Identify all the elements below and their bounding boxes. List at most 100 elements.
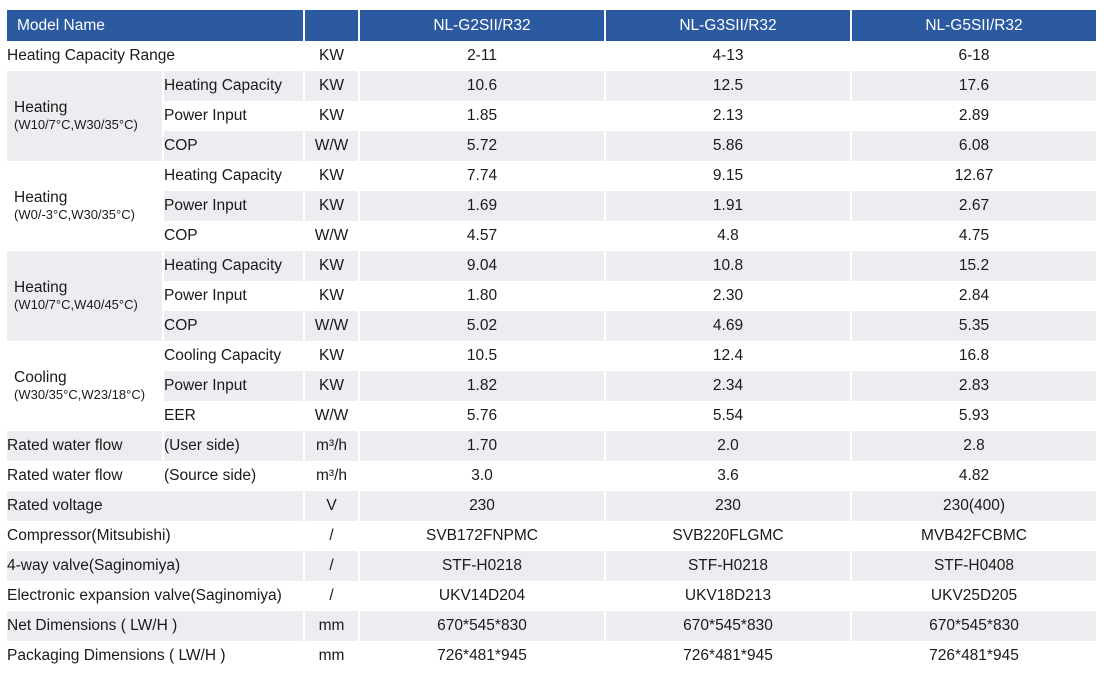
cell-value: 5.86 [605, 131, 852, 161]
row-label: Net Dimensions ( LW/H ) [7, 611, 305, 641]
cell-value: 4.69 [605, 311, 852, 341]
cell-value: 5.76 [359, 401, 606, 431]
cell-value: 670*545*830 [605, 611, 852, 641]
row-unit: mm [304, 641, 360, 671]
table-row: Packaging Dimensions ( LW/H ) mm 726*481… [7, 641, 1096, 671]
cell-value: SVB220FLGMC [605, 521, 852, 551]
cell-value: 2.67 [851, 191, 1096, 221]
cell-value: 5.02 [359, 311, 606, 341]
row-unit: KW [304, 251, 360, 281]
cell-value: 1.80 [359, 281, 606, 311]
cell-value: 7.74 [359, 161, 606, 191]
group-title: Heating [14, 98, 68, 116]
row-label: COP [163, 311, 305, 341]
cell-value: 2.89 [958, 107, 990, 125]
cell-value: 17.6 [851, 71, 1096, 101]
cell-value: STF-H0218 [359, 551, 606, 581]
table-row: Net Dimensions ( LW/H ) mm 670*545*830 6… [7, 611, 1096, 641]
cell-value: 726*481*945 [605, 641, 852, 671]
cell-value: 16.8 [958, 347, 990, 365]
row-unit: KW [304, 371, 360, 401]
row-unit: V [304, 491, 360, 521]
cell-value: 1.91 [605, 191, 852, 221]
cell-value: 9.15 [605, 161, 852, 191]
row-unit: W/W [304, 311, 360, 341]
row-label: Power Input [163, 281, 305, 311]
row-unit: KW [304, 101, 360, 131]
cell-value: UKV25D205 [930, 587, 1018, 605]
row-label: Power Input [163, 371, 305, 401]
cell-value: 2.83 [851, 371, 1096, 401]
header-model-2: NL-G3SII/R32 [605, 10, 852, 41]
row-unit: m³/h [304, 431, 360, 461]
cell-value: 15.2 [851, 251, 1096, 281]
group-title: Heating [14, 188, 68, 206]
row-unit: KW [304, 191, 360, 221]
table-row: COP W/W 5.02 4.69 5.35 [7, 311, 1096, 341]
row-label: Heating Capacity Range [7, 41, 305, 71]
cell-value: 6.08 [851, 131, 1096, 161]
cell-value: 2-11 [359, 41, 606, 71]
cell-value: 2.84 [958, 287, 990, 305]
cell-value: 12.4 [605, 341, 852, 371]
row-unit: / [304, 551, 360, 581]
row-label: COP [163, 221, 305, 251]
header-unit [304, 10, 360, 41]
cell-value: 3.0 [359, 461, 606, 491]
cell-value: 10.8 [605, 251, 852, 281]
cell-value: STF-H0218 [605, 551, 852, 581]
cell-value: 670*545*830 [851, 611, 1096, 641]
cell-value: STF-H0408 [851, 551, 1096, 581]
cell-value: 2.8 [851, 431, 1096, 461]
group-label: Heating (W10/7°C,W40/45°C) [7, 251, 164, 341]
row-unit: KW [304, 161, 360, 191]
row-label: Heating Capacity [163, 71, 305, 101]
cell-value: 5.93 [958, 407, 990, 425]
cell-value: 6-18 [958, 47, 990, 65]
cell-value: 2.34 [605, 371, 852, 401]
cell-value: 1.85 [359, 101, 606, 131]
table-row: Rated water flow (Source side) m³/h 3.0 … [7, 461, 1096, 491]
table-row: Heating (W10/7°C,W40/45°C) Heating Capac… [7, 251, 1096, 341]
cell-value: 10.5 [359, 341, 606, 371]
table-row: Heating (W10/7°C,W30/35°C) Heating Capac… [7, 71, 1096, 161]
cell-value: 5.35 [851, 311, 1096, 341]
cell-value: 4-13 [605, 41, 852, 71]
cell-value: SVB172FNPMC [359, 521, 606, 551]
group-label: Cooling (W30/35°C,W23/18°C) [7, 341, 164, 431]
cell-value: 230 [359, 491, 606, 521]
cell-value: 5.72 [359, 131, 606, 161]
row-unit: KW [304, 341, 360, 371]
row-label: EER [163, 401, 305, 431]
row-unit: / [304, 521, 360, 551]
cell-value: 4.82 [958, 467, 990, 485]
row-unit: KW [304, 71, 360, 101]
group-condition: (W0/-3°C,W30/35°C) [14, 207, 135, 223]
row-label: Cooling Capacity [163, 341, 305, 371]
group-label: Heating (W10/7°C,W30/35°C) [7, 71, 164, 161]
header-row: Model Name NL-G2SII/R32 NL-G3SII/R32 NL-… [7, 10, 1096, 41]
cell-value: 4.8 [605, 221, 852, 251]
row-unit: W/W [304, 401, 360, 431]
row-label: Heating Capacity [163, 161, 305, 191]
row-label: Rated voltage [7, 491, 305, 521]
cell-value: 9.04 [359, 251, 606, 281]
cell-value: 2.30 [605, 281, 852, 311]
row-unit: W/W [304, 221, 360, 251]
row-unit: KW [304, 41, 360, 71]
row-label: Heating Capacity [163, 251, 305, 281]
header-model-name: Model Name [7, 10, 305, 41]
group-label: Heating (W0/-3°C,W30/35°C) [7, 161, 164, 251]
row-unit: / [304, 581, 360, 611]
row-label: Power Input [163, 191, 305, 221]
cell-value: 726*481*945 [929, 647, 1019, 665]
cell-value: 726*481*945 [359, 641, 606, 671]
table-row: Power Input KW 1.85 2.13 2.89 [7, 101, 1096, 131]
cell-value: 230(400) [851, 491, 1096, 521]
cell-value: 2.13 [605, 101, 852, 131]
header-model-1: NL-G2SII/R32 [359, 10, 606, 41]
row-label: Packaging Dimensions ( LW/H ) [7, 641, 305, 671]
spec-table: Model Name NL-G2SII/R32 NL-G3SII/R32 NL-… [7, 10, 1096, 671]
table-row: Cooling (W30/35°C,W23/18°C) Cooling Capa… [7, 341, 1096, 431]
row-label: Rated water flow [7, 461, 164, 491]
